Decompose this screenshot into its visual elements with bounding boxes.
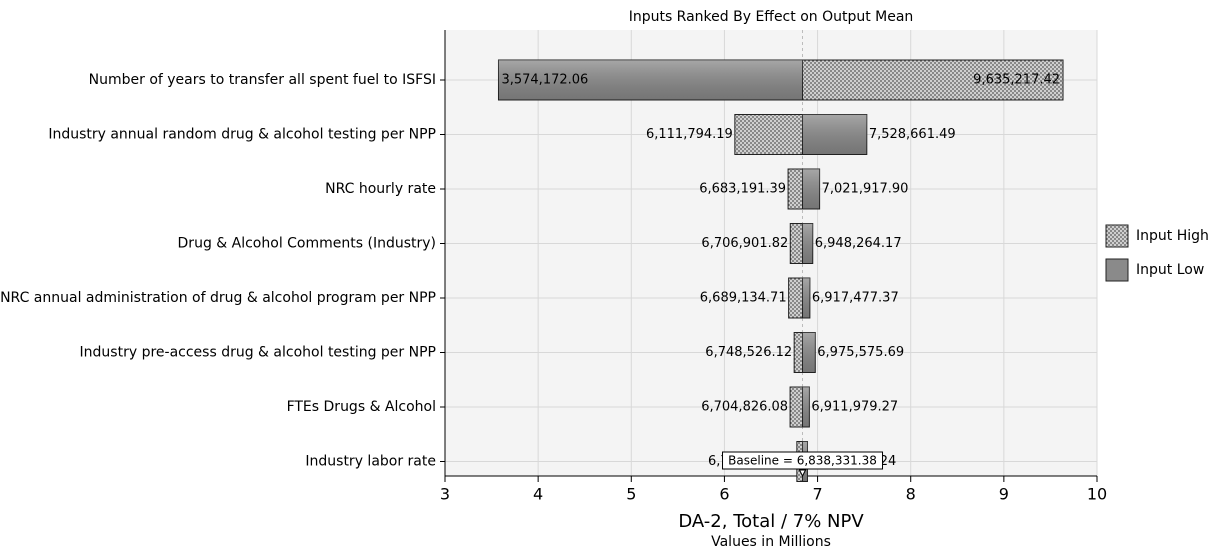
- value-label: 3,574,172.06: [501, 73, 588, 88]
- bar-shade: [802, 169, 820, 209]
- value-label: 6,975,575.69: [817, 345, 904, 360]
- value-label: 6,706,901.82: [701, 236, 788, 251]
- baseline-box: [722, 451, 884, 470]
- value-label: 6,948,264.17: [815, 236, 902, 251]
- x-tick-label: 8: [906, 485, 916, 504]
- value-label: 9,635,217.42: [973, 73, 1060, 88]
- legend-label: Input High: [1136, 228, 1209, 244]
- x-tick-label: 9: [999, 485, 1009, 504]
- legend-swatch: [1105, 258, 1129, 282]
- x-axis-label: DA-2, Total / 7% NPV: [678, 511, 864, 532]
- value-label: 6,748,526.12: [705, 345, 792, 360]
- x-tick-label: 3: [440, 485, 450, 504]
- bar-segment: [789, 223, 804, 264]
- value-label: 6,683,191.39: [699, 182, 786, 197]
- x-axis-subtitle: Values in Millions: [711, 534, 831, 550]
- bar-shade: [802, 114, 867, 155]
- bar-segment: [734, 114, 804, 155]
- baseline-marker: [798, 469, 807, 478]
- legend-label: Input Low: [1136, 262, 1204, 278]
- bar-shade: [802, 278, 810, 318]
- value-label: 7,528,661.49: [869, 127, 956, 142]
- x-tick-label: 6: [719, 485, 729, 504]
- bar-segment: [788, 277, 804, 319]
- y-tick-label: NRC annual administration of drug & alco…: [0, 290, 436, 306]
- x-tick-label: 5: [626, 485, 636, 504]
- bar-segment: [802, 59, 1064, 101]
- y-tick-label: Industry labor rate: [305, 454, 436, 470]
- value-label: 6,111,794.19: [646, 127, 733, 142]
- bar-shade: [802, 223, 813, 264]
- y-tick-label: NRC hourly rate: [325, 181, 436, 197]
- y-tick-label: Industry annual random drug & alcohol te…: [48, 127, 436, 143]
- y-tick-label: Drug & Alcohol Comments (Industry): [178, 236, 436, 252]
- bar-segment: [789, 386, 804, 428]
- x-tick-label: 7: [812, 485, 822, 504]
- value-label: 7,021,917.90: [822, 182, 909, 197]
- value-label: 6,704,826.08: [701, 400, 788, 415]
- chart-title: Inputs Ranked By Effect on Output Mean: [629, 9, 914, 25]
- y-tick-label: Industry pre-access drug & alcohol testi…: [80, 345, 436, 361]
- bar-segment: [787, 168, 804, 210]
- baseline-label: Baseline = 6,838,331.38: [728, 454, 877, 468]
- bar-segment: [793, 332, 804, 373]
- x-tick-label: 10: [1087, 485, 1107, 504]
- legend-swatch: [1105, 224, 1129, 248]
- bar-shade: [498, 60, 803, 100]
- bar-shade: [802, 332, 816, 373]
- value-label: 6,911,979.27: [811, 400, 898, 415]
- bar-shade: [802, 387, 810, 427]
- x-tick-label: 4: [533, 485, 543, 504]
- y-tick-label: FTEs Drugs & Alcohol: [287, 399, 436, 415]
- value-label: 6,689,134.71: [700, 291, 787, 306]
- value-label: 6,917,477.37: [812, 291, 899, 306]
- plot-area: [445, 30, 1097, 476]
- y-tick-label: Number of years to transfer all spent fu…: [89, 72, 436, 88]
